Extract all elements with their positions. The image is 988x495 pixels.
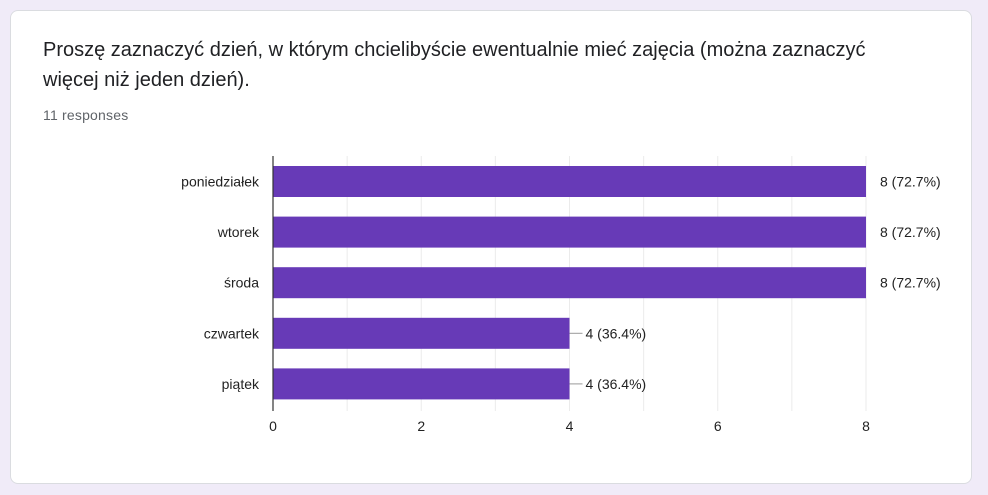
chart-card: Proszę zaznaczyć dzień, w którym chcieli… bbox=[10, 10, 972, 484]
bar bbox=[273, 166, 866, 197]
bar bbox=[273, 267, 866, 299]
responses-count: 11 responses bbox=[43, 107, 129, 123]
data-label: 8 (72.7%) bbox=[880, 275, 941, 291]
bar bbox=[273, 216, 866, 248]
category-label: piątek bbox=[222, 376, 260, 392]
data-label: 4 (36.4%) bbox=[586, 325, 647, 341]
bar bbox=[273, 317, 570, 349]
category-label: środa bbox=[224, 275, 259, 291]
category-label: wtorek bbox=[217, 224, 260, 240]
bar bbox=[273, 368, 570, 400]
x-tick-label: 2 bbox=[417, 418, 425, 434]
bar-chart: poniedziałek 8 (72.7%) wtorek 8 (72.7%) środ… bbox=[181, 156, 941, 434]
x-tick-label: 6 bbox=[714, 418, 722, 434]
question-title: Proszę zaznaczyć dzień, w którym chcieli… bbox=[43, 39, 866, 91]
x-tick-label: 8 bbox=[862, 418, 870, 434]
x-tick-label: 0 bbox=[269, 418, 277, 434]
category-label: czwartek bbox=[204, 325, 260, 341]
data-label: 4 (36.4%) bbox=[586, 376, 647, 392]
x-tick-label: 4 bbox=[566, 418, 574, 434]
category-label: poniedziałek bbox=[181, 174, 260, 190]
data-label: 8 (72.7%) bbox=[880, 174, 941, 190]
data-label: 8 (72.7%) bbox=[880, 224, 941, 240]
